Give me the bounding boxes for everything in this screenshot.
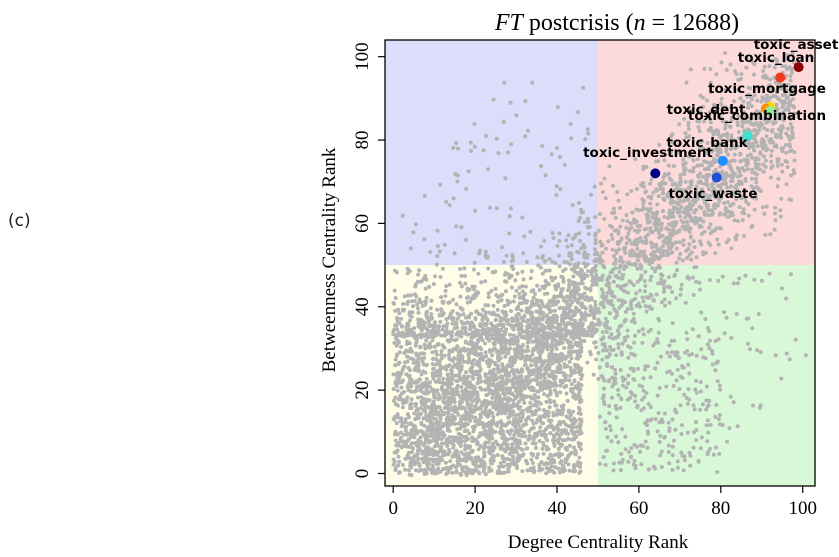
label-toxic_combination: toxic_combination: [688, 108, 826, 124]
y-tick-label-20: 20: [352, 381, 373, 400]
background-points-path: [391, 51, 808, 478]
x-tick-label-60: 60: [629, 498, 648, 519]
label-toxic_investment: toxic_investment: [583, 145, 713, 161]
highlight-point-toxic_waste: [711, 172, 722, 183]
y-tick-label-60: 60: [352, 214, 373, 233]
y-tick-label-100: 100: [352, 42, 373, 71]
x-tick-label-80: 80: [711, 498, 730, 519]
quadrant-3: [597, 265, 815, 486]
y-axis: 0 20 40 60 80 100: [352, 42, 385, 478]
highlighted-points: [650, 62, 804, 183]
highlight-point-extra-8: [717, 155, 728, 166]
x-axis: 0 20 40 60 80 100: [388, 486, 817, 519]
chart-title-n: n: [634, 10, 646, 36]
highlight-point-toxic_loan: [775, 72, 786, 83]
highlight-point-toxic_combination: [764, 105, 775, 116]
chart-title: FT postcrisis (n = 12688): [494, 10, 739, 36]
highlight-point-toxic_investment: [650, 168, 661, 179]
chart-title-italic: FT: [494, 10, 525, 36]
label-toxic_debt: toxic_debt: [667, 102, 746, 118]
chart-title-n-value: = 12688): [646, 10, 740, 36]
x-tick-label-40: 40: [548, 498, 567, 519]
y-tick-label-80: 80: [352, 131, 373, 150]
plot-frame: [384, 39, 816, 487]
background-points: [391, 51, 808, 478]
x-tick-label-100: 100: [788, 498, 817, 519]
x-axis-title: Degree Centrality Rank: [508, 532, 689, 553]
y-tick-label-0: 0: [352, 469, 373, 479]
x-tick-label-20: 20: [466, 498, 485, 519]
highlight-point-toxic_bank: [742, 130, 753, 141]
y-axis-title: Betweenness Centrality Rank: [319, 147, 340, 372]
label-toxic_loan: toxic_loan: [738, 50, 814, 66]
quadrant-0: [385, 40, 598, 266]
label-toxic_bank: toxic_bank: [666, 135, 748, 151]
label-toxic_asset: toxic_asset: [754, 37, 839, 53]
label-toxic_waste: toxic_waste: [668, 186, 757, 202]
chart-title-rest: postcrisis (: [523, 10, 634, 36]
x-tick-label-0: 0: [388, 498, 398, 519]
panel-label: (c): [8, 211, 31, 231]
label-toxic_mortgage: toxic_mortgage: [708, 81, 826, 97]
highlight-point-toxic_asset: [793, 62, 804, 73]
y-tick-label-40: 40: [352, 297, 373, 316]
